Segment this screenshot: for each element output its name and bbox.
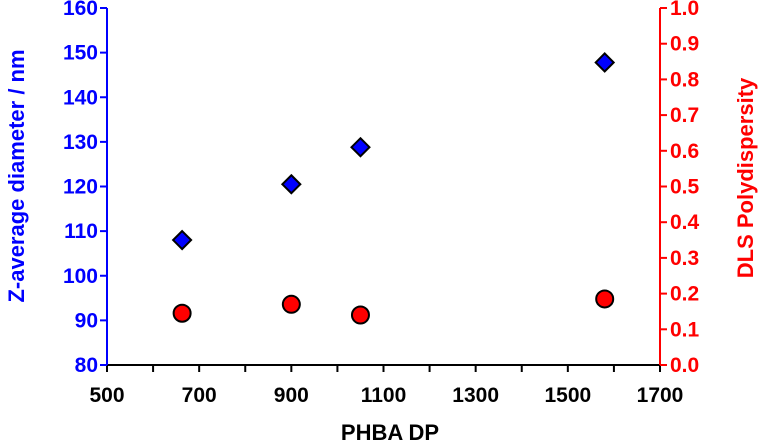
- left-y-axis-ticks: 80 90 100 110 120 130 140 150 160: [63, 0, 107, 377]
- polydispersity-point: [281, 294, 301, 314]
- data-markers: [171, 52, 616, 325]
- right-y-tick-label: 0.8: [670, 68, 700, 91]
- right-y-tick-label: 0.0: [670, 354, 699, 377]
- diameter-point: [350, 136, 371, 158]
- right-y-tick-label: 0.4: [670, 211, 700, 234]
- polydispersity-point: [172, 303, 192, 323]
- diameter-point: [594, 52, 616, 73]
- right-y-tick-label: 0.3: [670, 247, 699, 270]
- x-tick-label: 500: [89, 384, 124, 407]
- polydispersity-point: [350, 305, 370, 325]
- right-y-tick-label: 0.2: [670, 283, 699, 306]
- left-y-tick-label: 100: [63, 265, 98, 288]
- right-y-tick-label: 0.9: [670, 33, 699, 56]
- left-y-tick-label: 160: [63, 0, 98, 20]
- x-tick-label: 700: [182, 384, 217, 407]
- x-tick-label: 900: [274, 384, 309, 407]
- right-y-tick-label: 0.1: [670, 318, 700, 341]
- left-y-tick-label: 150: [63, 42, 98, 65]
- left-y-tick-label: 140: [63, 86, 98, 109]
- left-y-tick-label: 110: [64, 220, 98, 243]
- left-y-tick-label: 130: [63, 131, 98, 154]
- x-axis-ticks: 500 700 900 1100 1300 1500 1700: [89, 365, 683, 407]
- right-y-tick-label: 0.6: [670, 140, 699, 163]
- right-y-tick-label: 0.5: [670, 176, 700, 199]
- right-y-tick-label: 0.7: [670, 104, 699, 127]
- left-y-tick-label: 80: [75, 354, 98, 377]
- x-tick-label: 1700: [637, 384, 684, 407]
- x-tick-label: 1500: [544, 384, 591, 407]
- diameter-point: [171, 229, 193, 251]
- diameter-point: [280, 173, 302, 195]
- polydispersity-point: [595, 289, 615, 309]
- right-y-axis-title: DLS Polydispersity: [733, 77, 758, 278]
- left-y-tick-label: 120: [63, 176, 98, 199]
- right-y-axis-ticks: 0.0 0.1 0.2 0.3 0.4 0.5 0.6 0.7 0.8 0.9 1.0: [660, 0, 700, 377]
- left-y-axis-title: Z-average diameter / nm: [4, 49, 29, 302]
- x-tick-label: 1300: [452, 384, 499, 407]
- left-y-tick-label: 90: [75, 309, 98, 332]
- right-y-tick-label: 1.0: [670, 0, 699, 20]
- x-axis-title: PHBA DP: [341, 420, 439, 444]
- x-tick-label: 1100: [361, 384, 407, 407]
